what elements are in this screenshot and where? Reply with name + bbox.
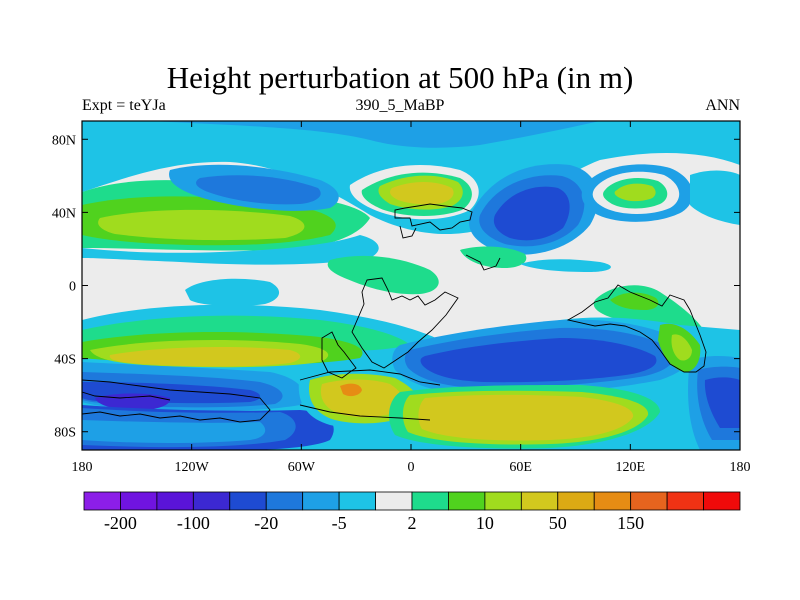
colorbar-swatch bbox=[557, 491, 595, 511]
colorbar-label: -200 bbox=[104, 513, 137, 533]
lon-label: 180 bbox=[72, 460, 93, 475]
colorbar-label: 2 bbox=[408, 513, 417, 533]
experiment-label: Expt = teYJa bbox=[82, 97, 166, 114]
colorbar-swatch bbox=[520, 491, 559, 511]
colorbar-swatch bbox=[411, 491, 449, 511]
colorbar-swatch bbox=[448, 491, 486, 511]
colorbar-swatch bbox=[265, 491, 304, 511]
plot-title: Height perturbation at 500 hPa (in m) bbox=[166, 60, 634, 95]
contour-field bbox=[82, 121, 740, 450]
lon-label: 0 bbox=[408, 460, 415, 475]
colorbar-label: 10 bbox=[476, 513, 494, 533]
lon-label: 120E bbox=[616, 460, 646, 475]
lat-label: 0 bbox=[69, 280, 76, 295]
colorbar-label: -100 bbox=[177, 513, 210, 533]
lat-label: 40N bbox=[52, 206, 76, 221]
colorbar-swatch bbox=[229, 491, 267, 511]
lon-label: 180 bbox=[730, 460, 751, 475]
colorbar-label: -5 bbox=[332, 513, 347, 533]
lon-label: 60W bbox=[288, 460, 316, 475]
colorbar-swatch bbox=[120, 491, 158, 511]
colorbar: -200 -100 -20 -5 2 10 50 150 bbox=[83, 491, 741, 533]
colorbar-swatch bbox=[484, 491, 522, 511]
colorbar-swatch bbox=[192, 491, 231, 511]
colorbar-swatch bbox=[593, 491, 632, 511]
colorbar-swatch bbox=[338, 491, 376, 511]
north-pacific-east-high bbox=[581, 164, 693, 222]
north-atlantic-east-band bbox=[82, 170, 740, 265]
lon-label: 60E bbox=[509, 460, 532, 475]
colorbar-label: -20 bbox=[254, 513, 278, 533]
colorbar-label: 50 bbox=[549, 513, 567, 533]
period-label: 390_5_MaBP bbox=[355, 97, 445, 114]
colorbar-swatch bbox=[156, 491, 194, 511]
atlantic-trough bbox=[349, 165, 479, 220]
colorbar-swatch bbox=[302, 491, 340, 511]
colorbar-label: 150 bbox=[617, 513, 644, 533]
colorbar-swatch bbox=[83, 491, 121, 511]
colorbar-swatch bbox=[666, 491, 704, 511]
lon-label: 120W bbox=[175, 460, 210, 475]
colorbar-swatch bbox=[630, 491, 668, 511]
colorbar-swatch bbox=[375, 491, 413, 511]
lat-label: 80S bbox=[54, 426, 76, 441]
lat-label: 40S bbox=[54, 353, 76, 368]
pacific-western-trough bbox=[169, 164, 339, 211]
season-label: ANN bbox=[705, 97, 740, 114]
lat-label: 80N bbox=[52, 133, 76, 148]
colorbar-swatch bbox=[703, 491, 741, 511]
asia-low bbox=[468, 164, 599, 255]
southern-ocean-bands bbox=[82, 304, 740, 450]
continent-outlines bbox=[82, 203, 707, 423]
map-axes: 80N 40N 0 40S 80S 180 120W 60W 0 60E 120E 180 bbox=[52, 121, 751, 475]
